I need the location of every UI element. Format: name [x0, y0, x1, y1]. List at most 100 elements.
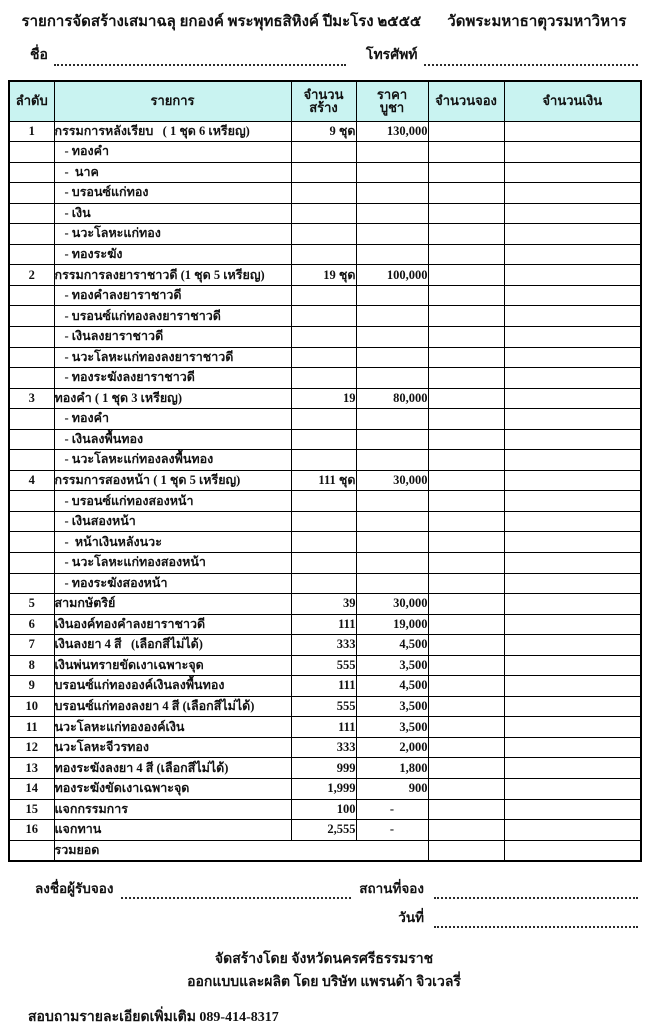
row-number-cell: [8, 531, 55, 553]
booking-cell: [427, 325, 505, 348]
qty-cell: [290, 449, 357, 471]
col-header-qty-line2: สร้าง: [309, 100, 338, 116]
price-cell: [355, 449, 429, 471]
price-cell: [355, 284, 429, 307]
qty-cell: 111: [290, 716, 357, 738]
table-row: - ทองระฆังลงยาราชาวดี: [8, 367, 642, 389]
table-row: - เงินลงพื้นทอง: [8, 428, 642, 451]
booking-cell: [427, 675, 505, 697]
price-cell: 1,800: [355, 757, 429, 779]
table-row: - บรอนซ์แก่ทองลงยาราชาวดี: [8, 305, 642, 327]
amount-cell: [503, 695, 642, 718]
item-cell: - ทองคำ: [53, 408, 292, 430]
row-number-cell: [8, 161, 55, 184]
qty-cell: [290, 490, 357, 512]
qty-cell: [290, 367, 357, 389]
col-header-amount: จำนวนเงิน: [503, 80, 642, 122]
item-cell: - ทองคำ: [53, 141, 292, 163]
item-cell: - เงิน: [53, 202, 292, 225]
col-header-item: รายการ: [53, 80, 292, 122]
qty-cell: [290, 141, 357, 163]
row-number-cell: 15: [8, 798, 55, 821]
item-cell: เงินลงยา 4 สี (เลือกสีไม่ได้): [53, 634, 292, 656]
amount-cell: [503, 305, 642, 327]
qty-cell: [290, 223, 357, 245]
row-number-cell: [8, 551, 55, 574]
qty-cell: [290, 551, 357, 574]
amount-cell: [503, 675, 642, 697]
qty-cell: 999: [290, 757, 357, 779]
price-cell: -: [355, 798, 429, 821]
item-cell: กรรมการหลังเรียบ ( 1 ชุด 6 เหรียญ): [53, 120, 292, 143]
item-cell: แจกทาน: [53, 819, 292, 841]
booking-cell: [427, 387, 505, 410]
item-cell: - ทองคำลงยาราชาวดี: [53, 284, 292, 307]
title-text: รายการจัดสร้างเสมาฉลุ ยกองค์ พระพุทธสิหิ…: [21, 14, 422, 30]
table-row: 2 กรรมการลงยาราชาวดี (1 ชุด 5 เหรียญ) 19 ช…: [8, 264, 642, 286]
order-table: ลำดับ รายการ จำนวน สร้าง ราคา บูชา จำนวน…: [8, 80, 642, 862]
price-cell: 900: [355, 778, 429, 800]
price-cell: 3,500: [355, 716, 429, 738]
amount-cell: [503, 408, 642, 430]
table-row: - ทองระฆัง: [8, 243, 642, 266]
place-label: สถานที่จอง: [359, 880, 424, 896]
row-number-cell: [8, 367, 55, 389]
booking-cell: [427, 223, 505, 245]
amount-cell: [503, 510, 642, 533]
table-row: - เงินลงยาราชาวดี: [8, 325, 642, 348]
booking-cell: [427, 695, 505, 718]
item-cell: กรรมการลงยาราชาวดี (1 ชุด 5 เหรียญ): [53, 264, 292, 286]
qty-cell: [290, 161, 357, 184]
col-header-price-line2: บูชา: [379, 100, 405, 116]
item-cell: - เงินลงยาราชาวดี: [53, 325, 292, 348]
item-cell: สามกษัตริย์: [53, 593, 292, 615]
table-row: - นวะโลหะแก่ทองลงพื้นทอง: [8, 449, 642, 471]
row-number-cell: [8, 490, 55, 512]
sign-fill-line: [121, 884, 352, 899]
booking-cell: [427, 551, 505, 574]
item-cell: - ทองระฆังสองหน้า: [53, 572, 292, 595]
booking-cell: [427, 449, 505, 471]
signature-line: ลงชื่อผู้รับจอง สถานที่จอง: [35, 877, 638, 899]
amount-cell: [503, 284, 642, 307]
booking-cell: [427, 634, 505, 656]
table-row: 10 บรอนซ์แก่ทองลงยา 4 สี (เลือกสีไม่ได้) 5…: [8, 695, 642, 718]
booking-cell: [427, 469, 505, 492]
col-header-booking: จำนวนจอง: [427, 80, 505, 122]
table-row: 13 ทองระฆังลงยา 4 สี (เลือกสีไม่ได้) 999 1,…: [8, 757, 642, 779]
booking-cell: [427, 284, 505, 307]
qty-cell: [290, 408, 357, 430]
booking-cell: [427, 613, 505, 636]
amount-cell: [503, 367, 642, 389]
qty-cell: 555: [290, 654, 357, 677]
item-cell: - บรอนซ์แก่ทองสองหน้า: [53, 490, 292, 512]
price-cell: [355, 305, 429, 327]
qty-cell: [290, 325, 357, 348]
col-header-price: ราคา บูชา: [355, 80, 429, 122]
booking-cell: [427, 572, 505, 595]
item-cell: - เงินลงพื้นทอง: [53, 428, 292, 451]
amount-cell: [503, 736, 642, 759]
item-cell: แจกกรรมการ: [53, 798, 292, 821]
table-row: - บรอนซ์แก่ทองสองหน้า: [8, 490, 642, 512]
item-cell: ทองระฆังขัดเงาเฉพาะจุด: [53, 778, 292, 800]
qty-cell: 111 ชุด: [290, 469, 357, 492]
table-row: 12 นวะโลหะจีวรทอง 333 2,000: [8, 736, 642, 759]
price-cell: [355, 551, 429, 574]
row-number-cell: 6: [8, 613, 55, 636]
price-cell: [355, 325, 429, 348]
price-cell: -: [355, 819, 429, 841]
row-number-cell: [8, 428, 55, 451]
table-row: - หน้าเงินหลังนวะ: [8, 531, 642, 553]
date-line: วันที่: [35, 906, 638, 928]
row-number-cell: 4: [8, 469, 55, 492]
table-row: - ทองคำ: [8, 408, 642, 430]
amount-cell: [503, 634, 642, 656]
booking-cell: [427, 202, 505, 225]
item-cell: ทองระฆังลงยา 4 สี (เลือกสีไม่ได้): [53, 757, 292, 779]
table-row: - นาค: [8, 161, 642, 184]
qty-cell: [290, 305, 357, 327]
table-row: - นวะโลหะแก่ทอง: [8, 223, 642, 245]
amount-cell: [503, 613, 642, 636]
row-number-cell: [8, 305, 55, 327]
